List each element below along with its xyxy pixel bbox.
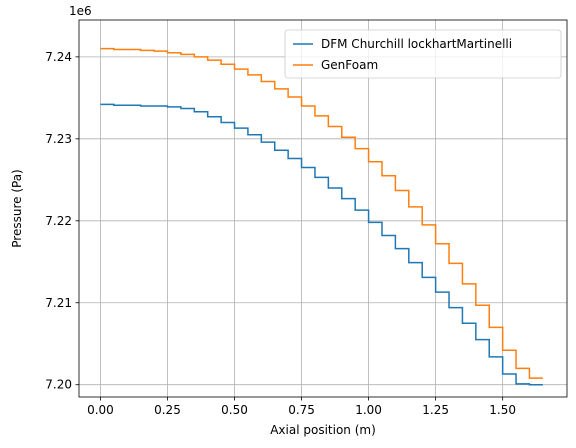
x-tick-label: 1.50: [489, 403, 516, 417]
y-tick-label: 7.24: [45, 50, 72, 64]
y-tick-label: 7.20: [45, 378, 72, 392]
x-tick-label: 0.00: [87, 403, 114, 417]
y-tick-label: 7.21: [45, 296, 72, 310]
x-tick-label: 0.50: [221, 403, 248, 417]
x-tick-label: 1.00: [355, 403, 382, 417]
x-tick-label: 1.25: [422, 403, 449, 417]
legend-label-0: DFM Churchill lockhartMartinelli: [321, 37, 512, 51]
legend-label-1: GenFoam: [321, 58, 378, 72]
y-axis-label: Pressure (Pa): [10, 169, 24, 247]
x-axis-label: Axial position (m): [270, 423, 376, 437]
y-tick-label: 7.22: [45, 214, 72, 228]
x-tick-label: 0.75: [288, 403, 315, 417]
y-tick-label: 7.23: [45, 132, 72, 146]
y-offset-label: 1e6: [69, 4, 92, 18]
legend: DFM Churchill lockhartMartinelli GenFoam: [285, 30, 561, 78]
x-tick-label: 0.25: [154, 403, 181, 417]
